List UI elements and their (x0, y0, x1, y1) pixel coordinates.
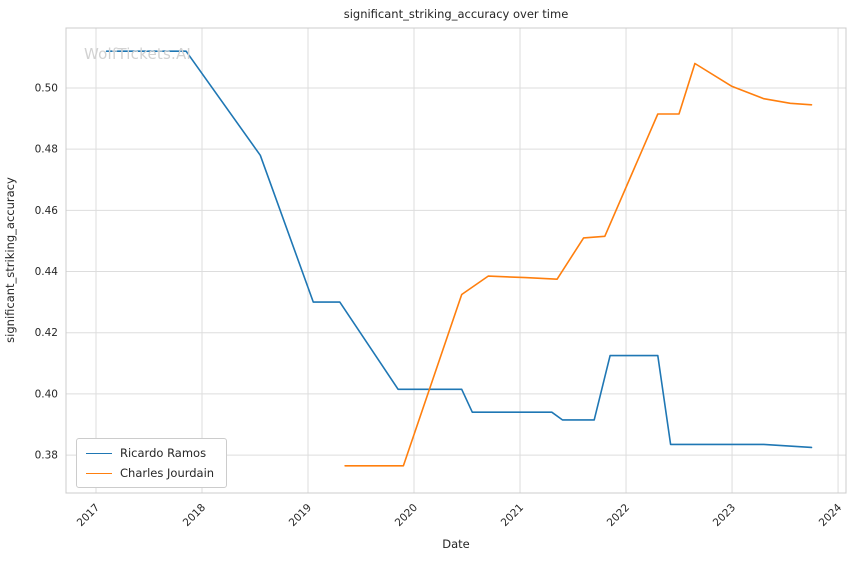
legend-item-charles-jourdain: Charles Jourdain (86, 466, 214, 480)
y-tick-label: 0.38 (35, 450, 58, 462)
y-tick-label: 0.46 (35, 205, 59, 217)
x-tick-label: 2020 (393, 502, 420, 529)
y-tick-label: 0.42 (35, 327, 58, 339)
plot-background (66, 28, 846, 493)
y-tick-labels: 0.38 0.40 0.42 0.44 0.46 0.48 0.50 (35, 82, 59, 461)
series-line-charles-jourdain (344, 62, 813, 467)
legend-label: Charles Jourdain (120, 466, 215, 480)
legend-item-ricardo-ramos: Ricardo Ramos (86, 446, 214, 460)
x-tick-label: 2021 (499, 502, 526, 529)
y-tick-label: 0.48 (35, 144, 58, 156)
legend: Ricardo Ramos Charles Jourdain (76, 438, 228, 488)
y-axis-label: significant_striking_accuracy (3, 177, 17, 343)
series-line-ricardo-ramos (105, 50, 813, 449)
x-tick-label: 2017 (75, 502, 102, 529)
x-tick-label: 2024 (817, 501, 845, 529)
y-tick-label: 0.40 (35, 388, 58, 400)
chart-title: significant_striking_accuracy over time (343, 7, 569, 21)
legend-label: Ricardo Ramos (120, 446, 207, 460)
legend-swatch-ricardo-ramos (86, 452, 112, 454)
x-tick-label: 2022 (605, 502, 632, 529)
legend-swatch-charles-jourdain (86, 472, 112, 474)
x-tick-label: 2023 (711, 502, 738, 529)
plot-border (65, 27, 847, 494)
x-axis-label: Date (442, 537, 470, 551)
y-tick-label: 0.44 (35, 266, 59, 278)
x-tick-label: 2019 (287, 502, 314, 529)
x-tick-labels: 2017 2018 2019 2020 2021 2022 2023 2024 (75, 501, 845, 529)
watermark: WolfTickets.AI (84, 45, 192, 63)
x-tick-label: 2018 (181, 502, 208, 529)
y-tick-label: 0.50 (35, 82, 58, 94)
